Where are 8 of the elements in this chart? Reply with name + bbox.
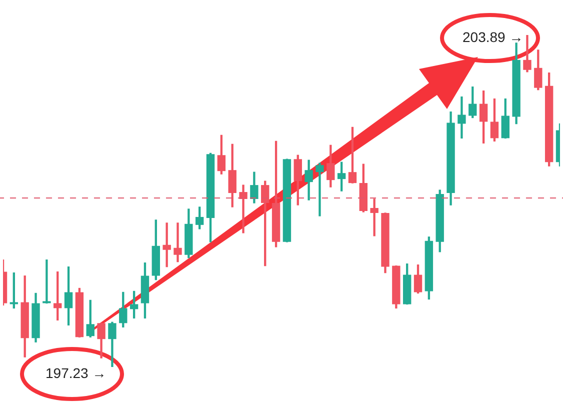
candlestick bbox=[458, 96, 466, 139]
candlestick bbox=[239, 184, 248, 234]
candlestick bbox=[42, 259, 51, 304]
candlestick bbox=[316, 162, 324, 216]
annotation: 197.23 → bbox=[45, 364, 106, 381]
candlestick bbox=[174, 222, 182, 262]
annotation: 203.89 → bbox=[462, 28, 524, 45]
candlestick bbox=[162, 222, 171, 268]
